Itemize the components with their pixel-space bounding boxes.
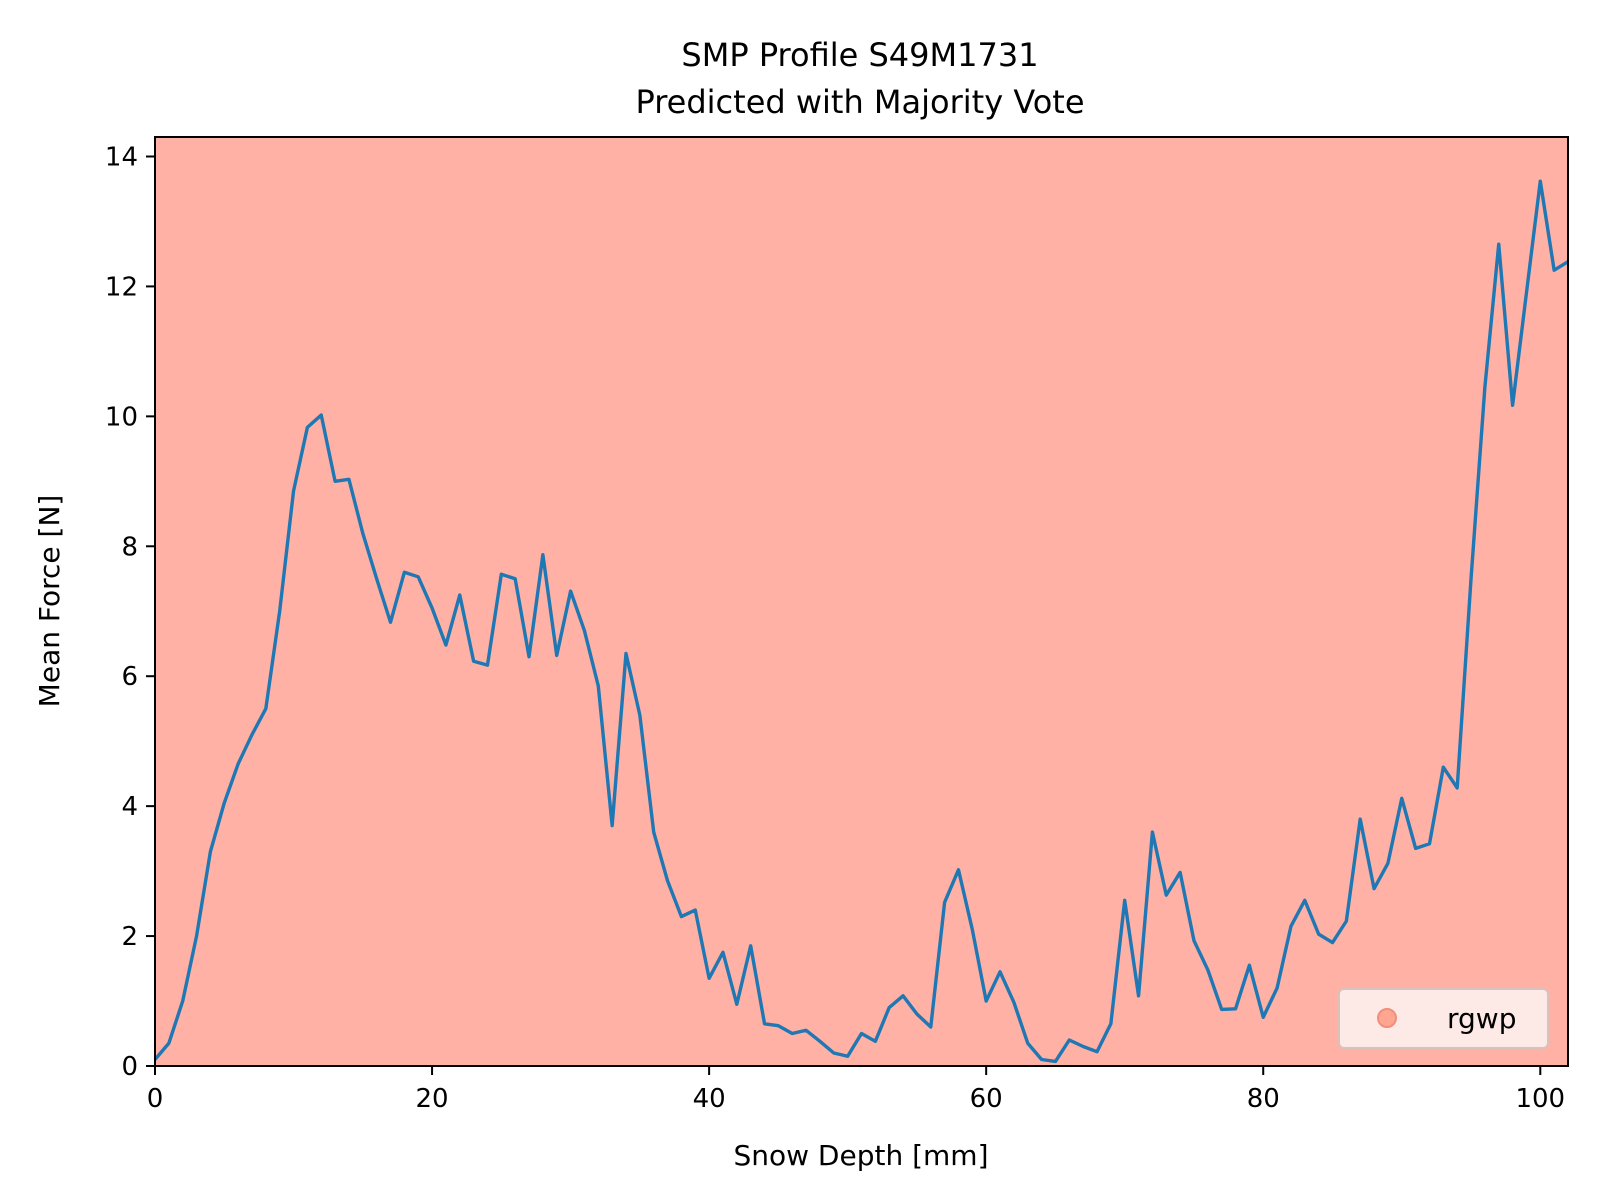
- x-tick-label: 40: [693, 1084, 726, 1114]
- x-tick-label: 0: [147, 1084, 164, 1114]
- y-axis: 0 2 4 6 8 10 12 14: [105, 142, 155, 1082]
- y-tick-label: 8: [121, 532, 138, 562]
- y-tick-label: 12: [105, 272, 138, 302]
- plot-frame: [154, 136, 1569, 1067]
- x-tick-label: 80: [1247, 1084, 1280, 1114]
- y-tick-label: 0: [121, 1052, 138, 1082]
- legend-label: rgwp: [1447, 1002, 1516, 1035]
- y-tick-label: 4: [121, 792, 138, 822]
- x-tick-label: 60: [970, 1084, 1003, 1114]
- legend-marker: [1377, 1008, 1397, 1028]
- y-tick-label: 2: [121, 922, 138, 952]
- legend: rgwp: [1338, 988, 1549, 1049]
- chart-subtitle: Predicted with Majority Vote: [635, 83, 1084, 121]
- y-tick-label: 10: [105, 402, 138, 432]
- y-tick-label: 6: [121, 662, 138, 692]
- chart-title: SMP Profile S49M1731: [681, 36, 1038, 74]
- y-tick-label: 14: [105, 142, 138, 172]
- x-tick-label: 100: [1515, 1084, 1565, 1114]
- series-line: [153, 179, 1569, 1064]
- y-axis-label: Mean Force [N]: [33, 495, 66, 708]
- plot-background: [155, 137, 1568, 1066]
- x-tick-label: 20: [416, 1084, 449, 1114]
- x-axis-label: Snow Depth [mm]: [733, 1139, 988, 1172]
- x-axis: 0 20 40 60 80 100: [147, 1066, 1565, 1114]
- legend-box: [1338, 988, 1549, 1049]
